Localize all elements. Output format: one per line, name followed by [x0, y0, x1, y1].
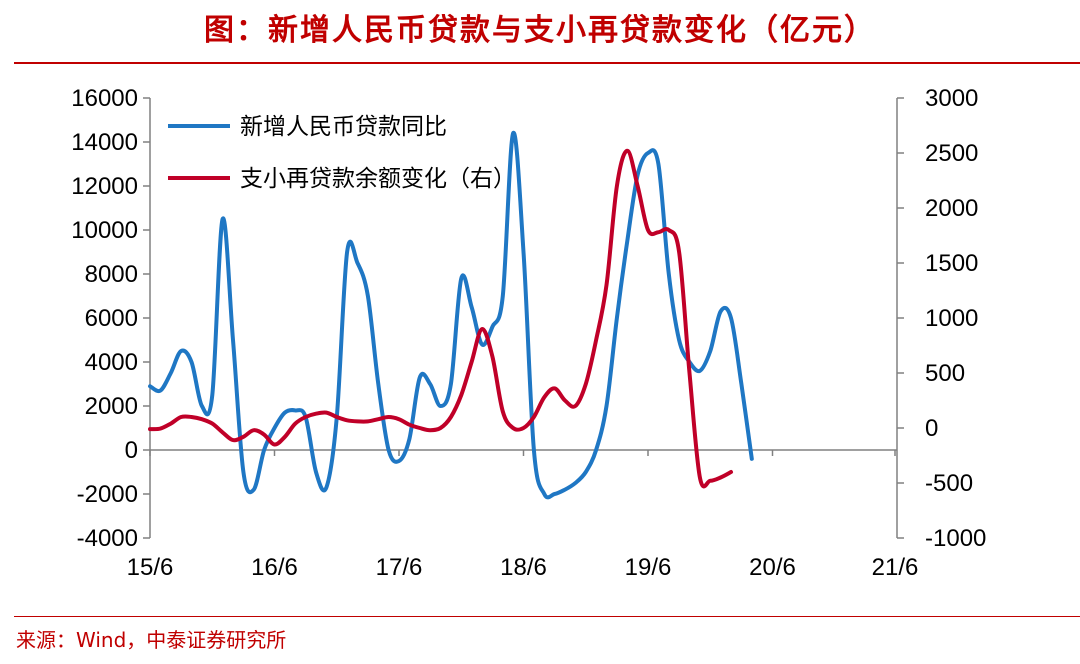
title-divider [14, 62, 1080, 64]
footer-divider [14, 616, 1080, 617]
left-axis-tick-label: 16000 [71, 85, 138, 112]
legend-label: 支小再贷款余额变化（右） [240, 166, 516, 192]
right-axis-tick-label: 1000 [925, 305, 978, 332]
axes-layer: -4000-2000020004000600080001000012000140… [71, 85, 986, 581]
right-axis-tick-label: 1500 [925, 250, 978, 277]
left-axis-tick-label: 4000 [85, 349, 138, 376]
left-axis-tick-label: -2000 [77, 481, 138, 508]
x-axis-tick-label: 19/6 [625, 554, 672, 581]
right-axis-tick-label: 500 [925, 360, 965, 387]
left-axis-tick-label: -4000 [77, 525, 138, 552]
left-axis-tick-label: 6000 [85, 305, 138, 332]
x-axis-tick-label: 16/6 [251, 554, 298, 581]
right-axis-tick-label: 3000 [925, 85, 978, 112]
left-axis-tick-label: 0 [125, 437, 138, 464]
x-axis-tick-label: 20/6 [749, 554, 796, 581]
right-axis-tick-label: 2500 [925, 140, 978, 167]
left-axis-tick-label: 2000 [85, 393, 138, 420]
left-axis-tick-label: 14000 [71, 129, 138, 156]
chart-title: 图：新增人民币贷款与支小再贷款变化（亿元） [204, 13, 876, 48]
x-axis-tick-label: 18/6 [500, 554, 547, 581]
legend-item-new-loans: 新增人民币贷款同比 [168, 114, 447, 140]
source-note: 来源：Wind，中泰证券研究所 [16, 628, 287, 652]
series-line-relending [148, 148, 733, 489]
series-line-new-loans [148, 130, 754, 500]
x-axis-tick-label: 17/6 [376, 554, 423, 581]
x-axis-tick-label: 15/6 [127, 554, 174, 581]
right-axis-tick-label: -500 [925, 470, 973, 497]
left-axis-tick-label: 8000 [85, 261, 138, 288]
left-axis-tick-label: 10000 [71, 217, 138, 244]
x-axis-tick-label: 21/6 [872, 554, 919, 581]
line-chart: -4000-2000020004000600080001000012000140… [71, 85, 986, 581]
legend-label: 新增人民币贷款同比 [240, 114, 447, 140]
series-layer [148, 130, 754, 500]
right-axis-tick-label: 0 [925, 415, 938, 442]
left-axis-tick-label: 12000 [71, 173, 138, 200]
legend-item-relending: 支小再贷款余额变化（右） [168, 166, 516, 192]
right-axis-tick-label: 2000 [925, 195, 978, 222]
right-axis-tick-label: -1000 [925, 525, 986, 552]
